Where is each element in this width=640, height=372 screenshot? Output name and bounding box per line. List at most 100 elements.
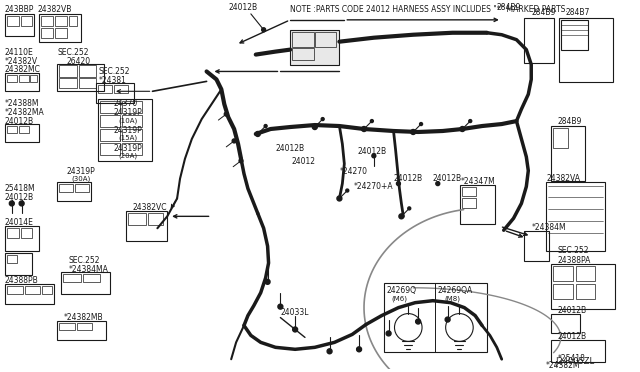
- Text: *24382MB: *24382MB: [64, 312, 104, 322]
- Bar: [99, 99, 152, 161]
- Text: 24012B: 24012B: [5, 117, 34, 126]
- Bar: [59, 323, 75, 330]
- Bar: [19, 76, 29, 82]
- Text: 24382VC: 24382VC: [133, 203, 167, 212]
- Text: (M8): (M8): [445, 296, 461, 302]
- Text: 284B9: 284B9: [558, 117, 582, 126]
- Text: 284B9: 284B9: [531, 8, 556, 17]
- Circle shape: [411, 129, 415, 134]
- Bar: [462, 199, 476, 208]
- Bar: [39, 14, 81, 42]
- Bar: [553, 266, 573, 281]
- Bar: [7, 286, 22, 294]
- Text: 243BBP: 243BBP: [5, 5, 35, 14]
- Circle shape: [232, 139, 236, 143]
- Bar: [5, 253, 33, 275]
- Bar: [546, 182, 605, 251]
- Circle shape: [264, 125, 267, 128]
- Circle shape: [239, 159, 243, 163]
- Bar: [122, 143, 141, 155]
- Text: 24110E: 24110E: [5, 48, 34, 57]
- Circle shape: [399, 214, 404, 219]
- Text: 24012B: 24012B: [394, 174, 422, 183]
- Bar: [55, 28, 67, 38]
- Bar: [100, 129, 120, 141]
- Bar: [55, 16, 67, 26]
- Bar: [59, 78, 77, 88]
- Text: 284B9: 284B9: [497, 3, 521, 12]
- Circle shape: [371, 119, 373, 122]
- Text: *24384MA: *24384MA: [69, 265, 109, 274]
- Bar: [57, 321, 106, 340]
- Circle shape: [415, 319, 420, 324]
- Text: 284B7: 284B7: [566, 8, 590, 17]
- Bar: [7, 76, 17, 82]
- Bar: [122, 115, 141, 127]
- Text: (10A): (10A): [118, 117, 138, 124]
- Bar: [79, 65, 97, 77]
- Bar: [575, 266, 595, 281]
- Text: *24382MA: *24382MA: [5, 108, 45, 117]
- Bar: [551, 126, 586, 181]
- Bar: [114, 85, 128, 93]
- Bar: [59, 184, 73, 192]
- Bar: [59, 65, 77, 77]
- Bar: [315, 32, 337, 46]
- Bar: [7, 126, 17, 133]
- Circle shape: [420, 122, 422, 125]
- Bar: [69, 16, 77, 26]
- Bar: [77, 323, 92, 330]
- Circle shape: [312, 125, 317, 129]
- Bar: [97, 83, 134, 103]
- Bar: [551, 340, 605, 362]
- Text: *24388M: *24388M: [5, 99, 40, 108]
- Circle shape: [346, 189, 349, 192]
- Circle shape: [292, 327, 298, 332]
- Bar: [57, 64, 104, 91]
- Text: SEC.252: SEC.252: [57, 48, 88, 57]
- Bar: [553, 284, 573, 299]
- Bar: [42, 16, 53, 26]
- Bar: [460, 185, 495, 224]
- Text: J24005ZL: J24005ZL: [556, 357, 595, 366]
- Circle shape: [372, 154, 376, 158]
- Bar: [7, 228, 19, 238]
- Bar: [575, 284, 595, 299]
- Circle shape: [356, 347, 362, 352]
- Circle shape: [408, 207, 411, 210]
- Bar: [5, 284, 54, 304]
- Circle shape: [386, 331, 391, 336]
- Text: 24319P: 24319P: [113, 126, 142, 135]
- Text: 24382MC: 24382MC: [5, 65, 41, 74]
- Bar: [122, 101, 141, 113]
- Bar: [524, 18, 554, 62]
- Bar: [99, 85, 112, 93]
- Bar: [5, 14, 35, 36]
- Bar: [551, 314, 580, 333]
- Circle shape: [262, 28, 266, 32]
- Text: 24382VA: 24382VA: [546, 174, 580, 183]
- Circle shape: [321, 118, 324, 121]
- Text: *24384M: *24384M: [531, 223, 566, 232]
- Bar: [561, 20, 588, 49]
- Bar: [31, 76, 37, 82]
- Text: 24012B: 24012B: [357, 147, 387, 156]
- Circle shape: [337, 196, 342, 201]
- Circle shape: [445, 317, 450, 322]
- Bar: [100, 143, 120, 155]
- Bar: [83, 274, 100, 282]
- Text: SEC.252: SEC.252: [69, 256, 100, 265]
- Text: 24319P: 24319P: [113, 108, 142, 117]
- Text: 24269Q: 24269Q: [387, 286, 417, 295]
- Circle shape: [362, 126, 367, 131]
- Circle shape: [265, 279, 270, 284]
- Text: *24270+A: *24270+A: [354, 182, 394, 190]
- Text: 24269QA: 24269QA: [438, 286, 473, 295]
- Text: 24033L: 24033L: [280, 308, 309, 317]
- Bar: [553, 128, 568, 148]
- Text: (M6): (M6): [392, 296, 408, 302]
- Text: 24388PB: 24388PB: [5, 276, 38, 285]
- Circle shape: [278, 304, 283, 309]
- Bar: [20, 16, 33, 26]
- Bar: [551, 264, 615, 309]
